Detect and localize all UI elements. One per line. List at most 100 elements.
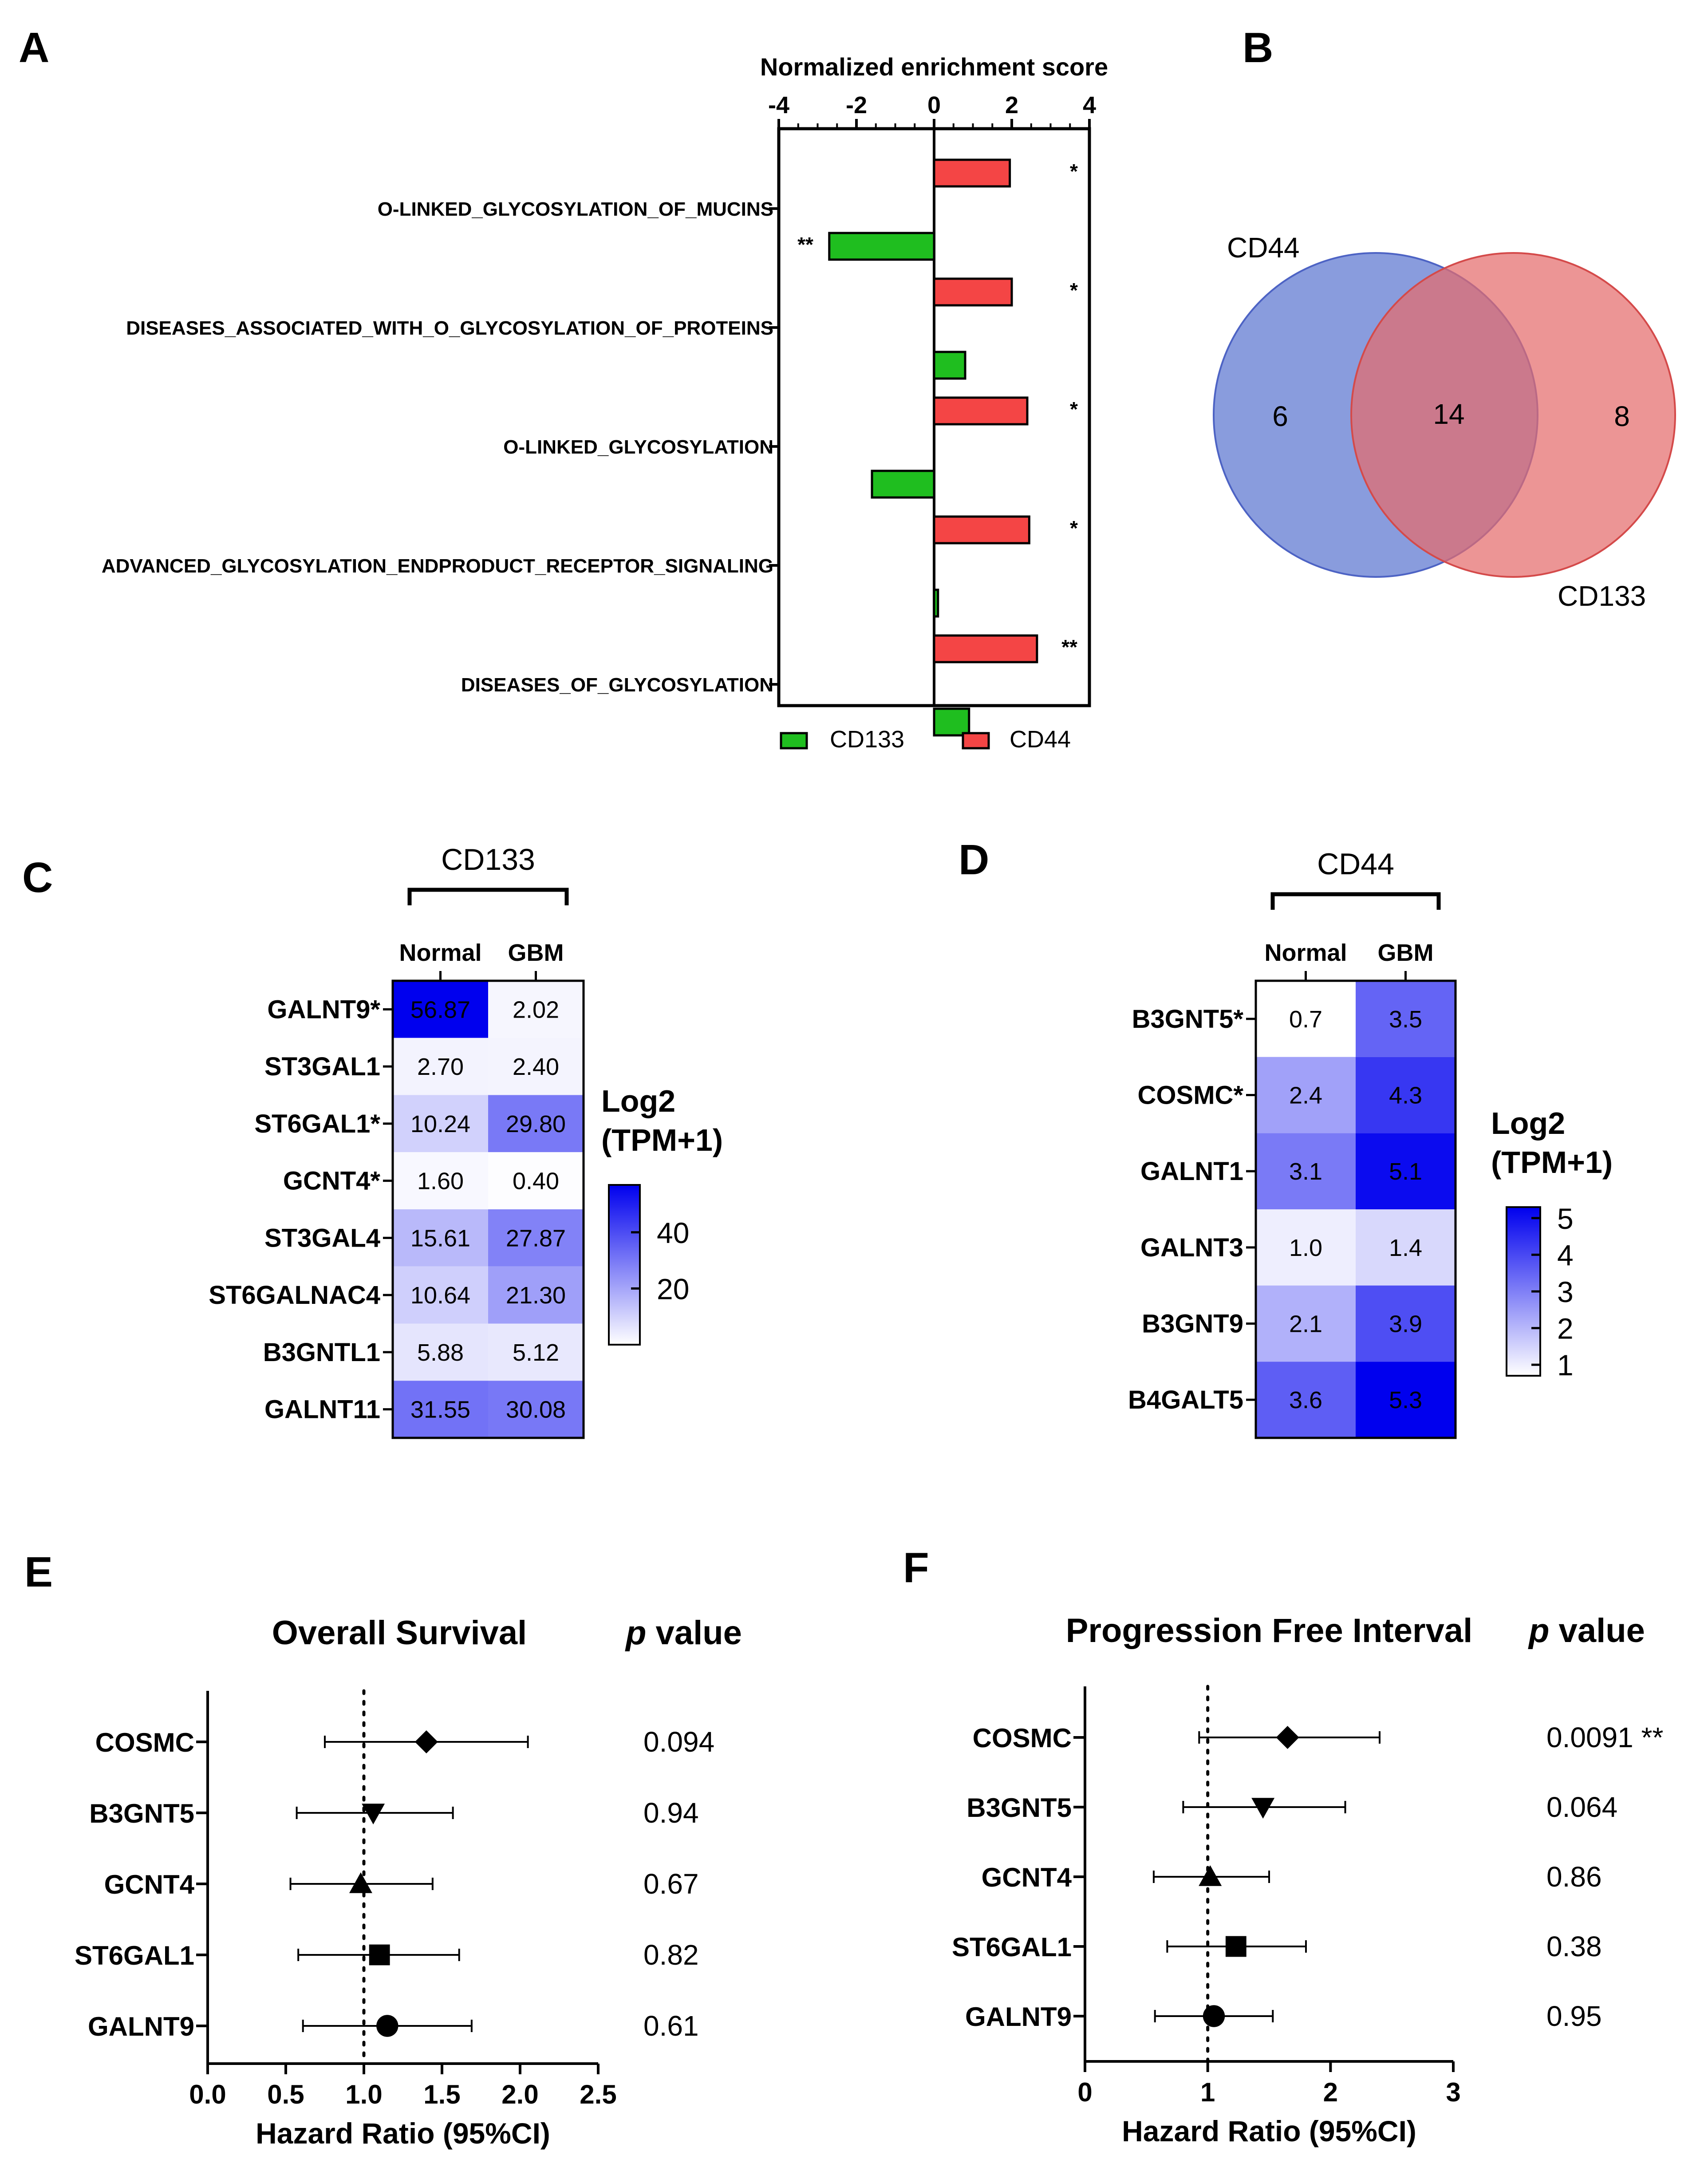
panel-f-xtick-label: 2 xyxy=(1323,2077,1338,2107)
panel-d-bracket xyxy=(1270,892,1441,910)
panel-f-forest-plot: Progression Free Interval p value 0 1 2 3 Haza… xyxy=(952,1612,1663,2147)
panel-f-pvalue: 0.0091 ** xyxy=(1546,1721,1663,1753)
panel-f-pvalue: 0.95 xyxy=(1546,2000,1602,2032)
panel-d-frame xyxy=(1254,979,1457,1439)
venn-label-cd133: CD133 xyxy=(1558,580,1646,612)
panel-d-cell xyxy=(1356,1362,1456,1438)
panel-c-cell-label: 2.40 xyxy=(513,1054,559,1080)
panel-d-cell-label: 5.3 xyxy=(1389,1387,1422,1413)
panel-letter-b: B xyxy=(1243,24,1273,71)
panel-d-cell xyxy=(1256,1362,1356,1438)
panel-c-row-label: ST3GAL4 xyxy=(264,1224,380,1252)
panel-d-title: CD44 xyxy=(1317,847,1394,881)
panel-a-legend-swatch-cd133 xyxy=(780,732,808,750)
panel-a-bar-cd44 xyxy=(933,158,1011,188)
venn-count-intersection: 14 xyxy=(1433,398,1464,430)
panel-d-cell-label: 3.5 xyxy=(1389,1006,1422,1033)
panel-e-pvalue-header: p value xyxy=(625,1614,742,1652)
panel-c-cell xyxy=(488,1381,584,1438)
panel-e-hr-marker xyxy=(349,1872,372,1893)
panel-e-row-label: GALNT9 xyxy=(88,2012,194,2041)
panel-e-hr-marker xyxy=(369,1944,390,1966)
panel-c-cell xyxy=(488,981,584,1038)
panel-d-row-label: GALNT1 xyxy=(1140,1157,1243,1186)
panel-a-bar-cd133 xyxy=(933,707,970,737)
panel-c-row-label: GALNT9* xyxy=(267,995,380,1024)
panel-d-cell xyxy=(1256,1285,1356,1362)
panel-c-column-label: GBM xyxy=(508,939,564,966)
panel-f-hr-marker xyxy=(1276,1726,1299,1749)
panel-a-title: Normalized enrichment score xyxy=(760,53,1108,81)
panel-f-pvalue: 0.38 xyxy=(1546,1930,1602,1962)
panel-letter-f: F xyxy=(903,1544,929,1591)
panel-d-cell-label: 4.3 xyxy=(1389,1082,1422,1109)
panel-a-legend-swatch-cd44 xyxy=(962,732,990,750)
panel-e-pvalue: 0.094 xyxy=(643,1726,714,1758)
panel-e-xtick-label: 0.5 xyxy=(267,2080,304,2109)
panel-d-cell-label: 1.0 xyxy=(1289,1235,1322,1261)
panel-c-cell xyxy=(393,1266,488,1324)
panel-d-colorbar-tick-label: 1 xyxy=(1557,1349,1574,1382)
panel-c-cell-label: 10.64 xyxy=(410,1282,470,1309)
panel-f-hr-marker xyxy=(1199,1865,1222,1886)
panel-f-xtick-label: 3 xyxy=(1446,2077,1460,2107)
panel-a-category-label: DISEASES_ASSOCIATED_WITH_O_GLYCOSYLATION… xyxy=(126,317,773,339)
panel-d-cell xyxy=(1256,981,1356,1057)
panel-c-cell-label: 56.87 xyxy=(410,996,470,1023)
panel-f-row-label: GCNT4 xyxy=(982,1863,1072,1892)
panel-d-row-label: B4GALT5 xyxy=(1128,1386,1243,1414)
venn-label-cd44: CD44 xyxy=(1227,232,1300,264)
panel-a-enrichment-chart: Normalized enrichment score -4 -2 0 2 4 O-LINK… xyxy=(102,53,1108,753)
panel-f-row-label: GALNT9 xyxy=(965,2002,1072,2032)
panel-d-cell-label: 3.6 xyxy=(1289,1387,1322,1413)
panel-f-row-label: ST6GAL1 xyxy=(952,1932,1072,1962)
panel-d-row-label: B3GNT5* xyxy=(1132,1005,1244,1034)
panel-d-cell xyxy=(1256,1057,1356,1133)
panel-c-colorbar-title-line2: (TPM+1) xyxy=(601,1123,723,1157)
panel-a-xtick-label: -2 xyxy=(846,92,867,118)
panel-c-cell-label: 31.55 xyxy=(410,1397,470,1423)
panel-a-bar-cd44 xyxy=(933,277,1013,307)
panel-e-row-label: B3GNT5 xyxy=(89,1799,194,1828)
panel-c-row-label: ST6GAL1* xyxy=(254,1109,380,1138)
panel-d-colorbar-tick-label: 5 xyxy=(1557,1202,1574,1235)
panel-b-venn-diagram: CD44 CD133 6 14 8 xyxy=(1213,232,1676,612)
panel-c-frame xyxy=(391,979,585,1439)
panel-a-category-label: O-LINKED_GLYCOSYLATION_OF_MUCINS xyxy=(378,198,773,220)
panel-c-cell-label: 2.70 xyxy=(417,1054,464,1080)
panel-c-cell-label: 29.80 xyxy=(506,1111,566,1137)
panel-d-row-label: B3GNT9 xyxy=(1142,1310,1243,1338)
panel-f-xlabel: Hazard Ratio (95%CI) xyxy=(1122,2115,1416,2147)
panel-d-colorbar-tick-label: 3 xyxy=(1557,1275,1574,1308)
panel-c-cell-label: 5.12 xyxy=(513,1339,559,1366)
panel-c-cell-label: 15.61 xyxy=(410,1225,470,1251)
panel-c-cell xyxy=(393,981,488,1038)
venn-circle-cd133 xyxy=(1350,252,1676,578)
panel-letter-e: E xyxy=(24,1548,53,1596)
panel-a-legend-label-cd133: CD133 xyxy=(830,726,904,753)
panel-c-cell-label: 21.30 xyxy=(506,1282,566,1309)
panel-a-xtick-label: -4 xyxy=(768,92,789,118)
panel-e-hr-marker xyxy=(362,1804,385,1824)
panel-c-row-label: GALNT11 xyxy=(264,1395,380,1424)
panel-d-colorbar-title-line1: Log2 xyxy=(1491,1106,1565,1141)
panel-c-colorbar-tick-label: 20 xyxy=(657,1272,689,1305)
panel-e-pvalue: 0.82 xyxy=(643,1939,699,1971)
panel-c-cell-label: 10.24 xyxy=(410,1111,470,1137)
panel-e-row-label: COSMC xyxy=(95,1728,194,1757)
panel-f-pvalue-header-p: p xyxy=(1528,1612,1549,1650)
panel-e-pvalue-header-rest: value xyxy=(646,1614,742,1652)
panel-c-row-label: ST3GAL1 xyxy=(264,1052,380,1081)
panel-d-cell xyxy=(1356,981,1456,1057)
panel-d-cell-label: 0.7 xyxy=(1289,1006,1322,1033)
panel-d-cell-label: 2.4 xyxy=(1289,1082,1322,1109)
panel-d-cell-label: 3.9 xyxy=(1389,1311,1422,1338)
panel-f-hr-marker xyxy=(1251,1798,1275,1819)
panel-a-bar-cd133 xyxy=(933,588,939,618)
panel-a-xtick-label: 2 xyxy=(1005,92,1018,118)
panel-e-hr-marker xyxy=(376,2015,398,2037)
panel-f-pvalue: 0.86 xyxy=(1546,1861,1602,1893)
panel-a-xtick-label: 0 xyxy=(927,92,941,118)
panel-f-pvalue: 0.064 xyxy=(1546,1791,1617,1823)
